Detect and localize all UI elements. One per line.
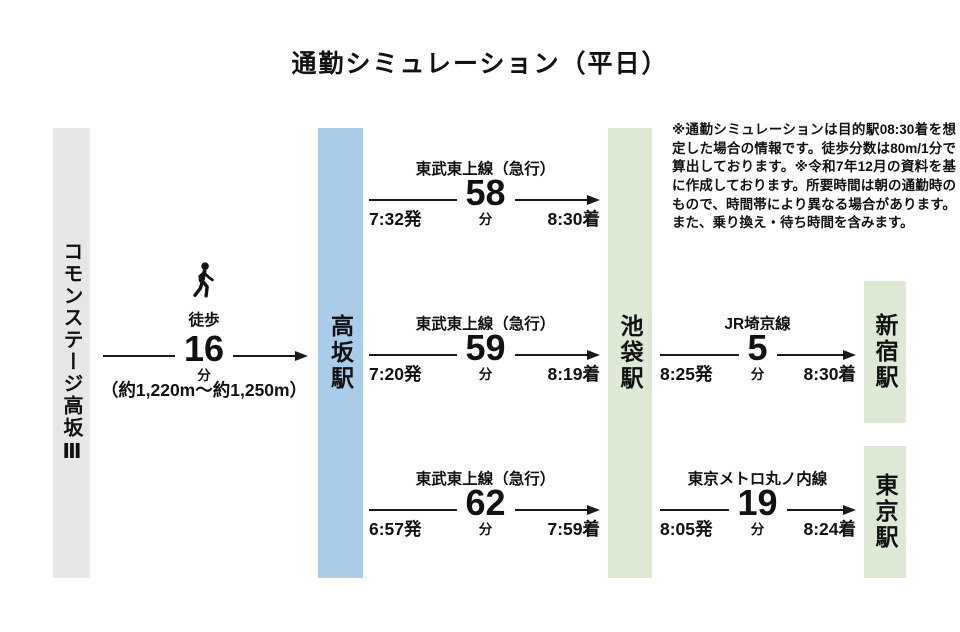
arrive-time: 7:59着 bbox=[547, 519, 600, 539]
arrive-time: 8:30着 bbox=[803, 364, 856, 384]
route-line-name: 東武東上線（急行） bbox=[415, 161, 556, 178]
route-minutes-unit: 分 bbox=[475, 518, 496, 538]
route-leg-tobu-3: 東武東上線（急行） 62 分 6:57発 7:59着 bbox=[363, 461, 608, 551]
route-minutes-unit: 分 bbox=[747, 518, 768, 538]
arrive-time: 8:30着 bbox=[547, 209, 600, 229]
depart-time: 7:32発 bbox=[369, 209, 422, 229]
walk-minutes: 16 bbox=[174, 331, 234, 367]
arrow-right-icon bbox=[587, 350, 600, 360]
shinjuku-station-label: 新宿駅 bbox=[872, 313, 898, 391]
arrow-right-icon bbox=[843, 350, 856, 360]
route-leg-tobu-2: 東武東上線（急行） 59 分 7:20発 8:19着 bbox=[363, 306, 608, 396]
station-bar-ikebukuro: 池袋駅 bbox=[608, 128, 652, 578]
route-minutes: 62 bbox=[456, 485, 515, 521]
walk-mode-label: 徒歩 bbox=[188, 312, 220, 329]
depart-time: 8:05発 bbox=[660, 519, 713, 539]
arrow-right-icon bbox=[587, 505, 600, 515]
route-line-name: 東京メトロ丸ノ内線 bbox=[687, 471, 828, 488]
depart-time: 8:25発 bbox=[660, 364, 713, 384]
station-bar-shinjuku: 新宿駅 bbox=[864, 281, 906, 423]
tokyo-station-label: 東京駅 bbox=[872, 473, 898, 551]
arrow-right-icon bbox=[295, 351, 308, 361]
route-line-name: 東武東上線（急行） bbox=[415, 316, 556, 333]
route-line-name: JR埼京線 bbox=[724, 316, 791, 333]
route-leg-marunouchi: 東京メトロ丸ノ内線 19 分 8:05発 8:24着 bbox=[651, 461, 864, 551]
disclaimer-note: ※通勤シミュレーションは目的駅08:30着を想定した場合の情報です。徒歩分数は8… bbox=[672, 122, 956, 231]
takasaka-station-label: 高坂駅 bbox=[327, 314, 354, 392]
page-title: 通勤シミュレーション（平日） bbox=[291, 50, 669, 78]
route-minutes: 5 bbox=[738, 330, 777, 366]
route-minutes-unit: 分 bbox=[747, 363, 768, 383]
ikebukuro-station-label: 池袋駅 bbox=[617, 314, 643, 392]
station-bar-tokyo: 東京駅 bbox=[864, 446, 906, 578]
walking-person-icon bbox=[190, 262, 218, 300]
route-minutes: 59 bbox=[456, 330, 515, 366]
route-minutes-unit: 分 bbox=[475, 363, 496, 383]
depart-time: 7:20発 bbox=[369, 364, 422, 384]
route-line-name: 東武東上線（急行） bbox=[415, 471, 556, 488]
depart-time: 6:57発 bbox=[369, 519, 422, 539]
station-bar-takasaka: 高坂駅 bbox=[318, 128, 363, 578]
walk-distance: （約1,220m～約1,250m） bbox=[100, 380, 308, 400]
walk-leg: 徒歩 16 分 （約1,220m～約1,250m） bbox=[90, 262, 318, 400]
arrow-right-icon bbox=[843, 505, 856, 515]
route-minutes: 58 bbox=[456, 175, 515, 211]
arrive-time: 8:19着 bbox=[547, 364, 600, 384]
walk-minutes-unit: 分 bbox=[194, 364, 214, 384]
route-minutes: 19 bbox=[728, 485, 787, 521]
arrow-right-icon bbox=[587, 195, 600, 205]
route-leg-tobu-1: 東武東上線（急行） 58 分 7:32発 8:30着 bbox=[363, 151, 608, 241]
station-bar-origin: コモンステージ高坂Ⅲ bbox=[53, 128, 90, 578]
origin-station-label: コモンステージ高坂Ⅲ bbox=[60, 241, 82, 465]
arrive-time: 8:24着 bbox=[803, 519, 856, 539]
route-minutes-unit: 分 bbox=[475, 208, 496, 228]
route-leg-saikyo: JR埼京線 5 分 8:25発 8:30着 bbox=[651, 306, 864, 396]
